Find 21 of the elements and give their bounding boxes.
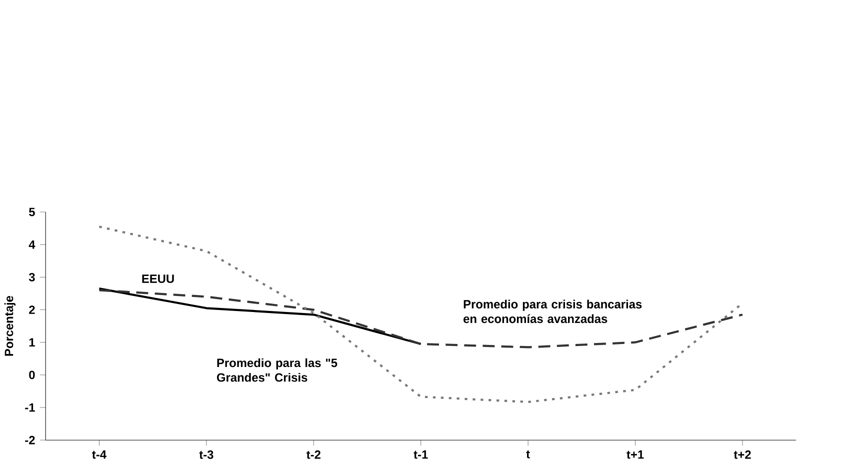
line-series — [98, 288, 744, 348]
x-tick-label: t+2 — [734, 450, 751, 459]
y-tick-label: 0 — [29, 370, 35, 379]
x-tick-label: t-2 — [306, 450, 320, 459]
x-tick-label: t — [526, 450, 530, 458]
y-tick-label: -2 — [25, 436, 35, 444]
series-label: EEUU — [142, 274, 174, 283]
x-tick-label: t-4 — [92, 450, 106, 459]
series-label: Promedio para las "5 Grandes" Crisis — [216, 358, 338, 382]
y-tick-label: 5 — [29, 208, 35, 216]
x-tick-label: t-3 — [199, 450, 214, 459]
y-tick-label: 3 — [28, 272, 35, 282]
y-tick-label: 1 — [29, 338, 35, 346]
series-label: Promedio para crisis bancarias en economías avanzadas — [464, 300, 642, 323]
y-tick-label: 2 — [29, 305, 35, 314]
y-axis-title: Porcentaje — [4, 296, 16, 356]
y-tick-label: -1 — [25, 403, 35, 412]
x-tick-label: t+1 — [626, 450, 644, 459]
y-tick-label: 4 — [28, 240, 36, 249]
x-tick-label: t-1 — [414, 450, 428, 459]
line-series — [98, 287, 422, 345]
